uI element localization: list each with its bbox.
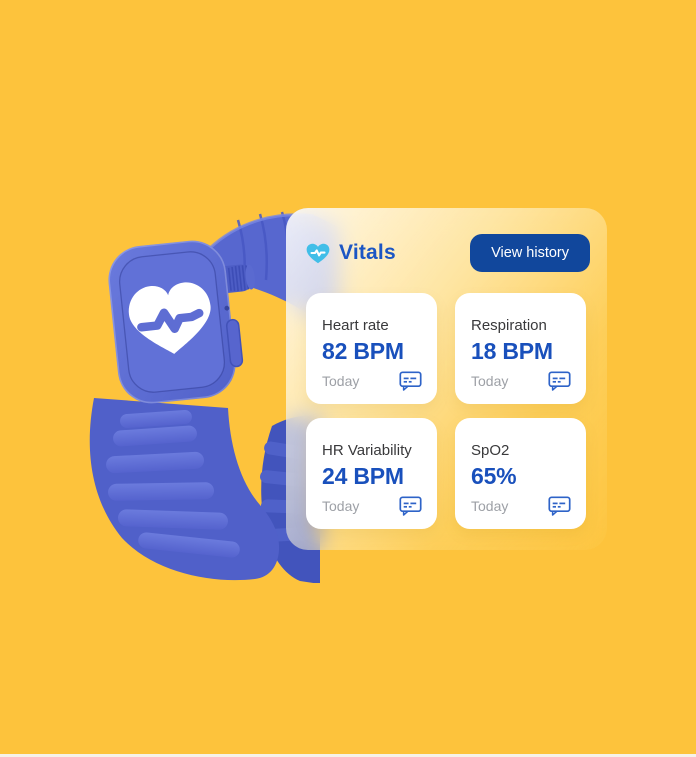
vital-card-respiration[interactable]: Respiration 18 BPM Today	[455, 293, 586, 404]
heart-pulse-icon	[305, 241, 331, 265]
panel-title: Vitals	[339, 241, 396, 264]
vital-value: 18 BPM	[471, 338, 553, 365]
vital-period: Today	[322, 373, 360, 389]
card-footer: Today	[471, 496, 571, 516]
vital-card-spo2[interactable]: SpO2 65% Today	[455, 418, 586, 529]
vital-value: 82 BPM	[322, 338, 404, 365]
vital-period: Today	[471, 373, 509, 389]
chat-bubble-icon[interactable]	[548, 496, 571, 516]
watch-side-button	[225, 318, 244, 368]
vital-label: Respiration	[471, 317, 547, 334]
vital-card-hr-variability[interactable]: HR Variability 24 BPM Today	[306, 418, 437, 529]
vital-card-heart-rate[interactable]: Heart rate 82 BPM Today	[306, 293, 437, 404]
card-footer: Today	[322, 371, 422, 391]
panel-header: Vitals View history	[305, 233, 590, 273]
view-history-button[interactable]: View history	[470, 234, 590, 272]
vital-label: SpO2	[471, 442, 510, 459]
watch-mic-dot	[224, 305, 230, 311]
vital-label: Heart rate	[322, 317, 389, 334]
watch-heart-pulse-icon	[128, 282, 211, 354]
watch-strap-front	[89, 398, 280, 581]
chat-bubble-icon[interactable]	[399, 496, 422, 516]
chat-bubble-icon[interactable]	[548, 371, 571, 391]
card-footer: Today	[471, 371, 571, 391]
card-footer: Today	[322, 496, 422, 516]
bottom-edge-strip	[0, 754, 696, 757]
vital-label: HR Variability	[322, 442, 412, 459]
vitals-grid: Heart rate 82 BPM Today	[306, 293, 586, 529]
vital-value: 65%	[471, 463, 517, 490]
vital-value: 24 BPM	[322, 463, 404, 490]
vital-period: Today	[471, 498, 509, 514]
chat-bubble-icon[interactable]	[399, 371, 422, 391]
watch-case	[108, 240, 255, 404]
vitals-panel: Vitals View history Heart rate 82 BPM To…	[286, 208, 607, 550]
vital-period: Today	[322, 498, 360, 514]
